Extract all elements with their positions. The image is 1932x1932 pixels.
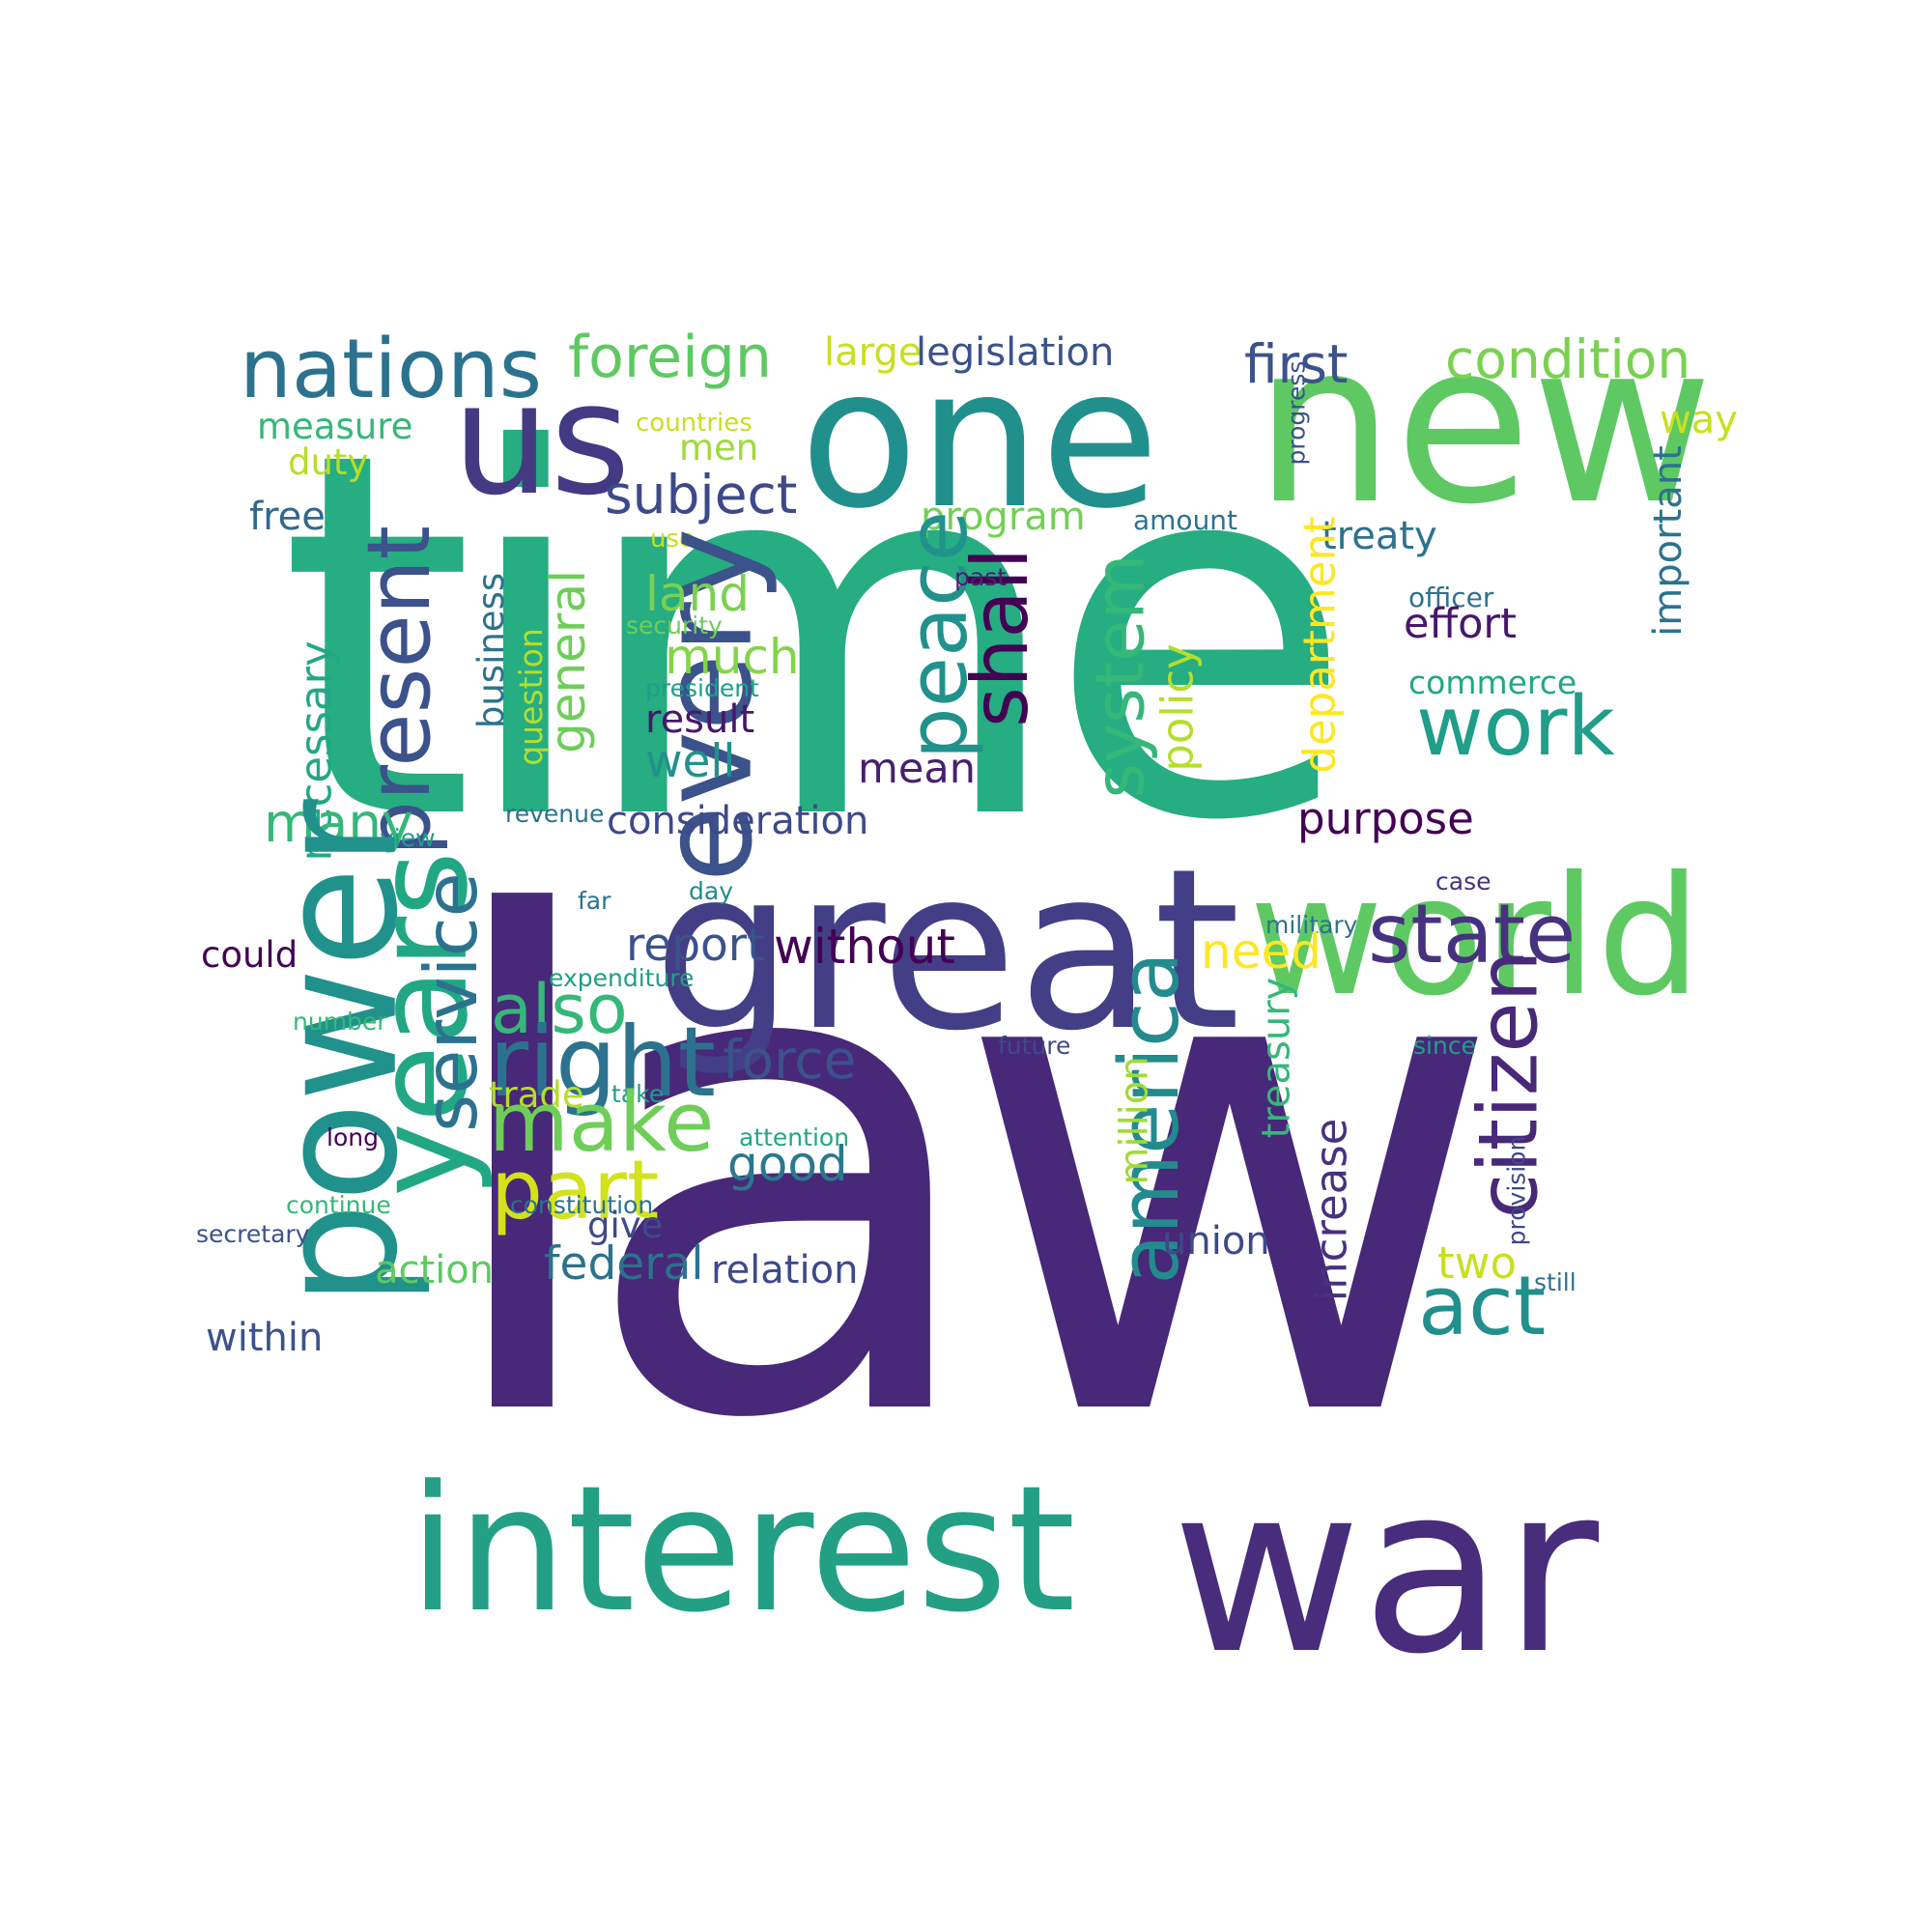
word-free: free	[249, 495, 326, 539]
word-past: past	[954, 563, 1008, 591]
word-amount: amount	[1133, 504, 1238, 536]
word-action: action	[375, 1248, 495, 1293]
word-first: first	[1244, 333, 1349, 395]
word-case: case	[1435, 867, 1492, 895]
word-interest: interest	[409, 1449, 1076, 1651]
word-day: day	[689, 877, 733, 905]
word-take: take	[611, 1080, 665, 1108]
word-condition: condition	[1445, 328, 1691, 390]
word-important: important	[1645, 445, 1690, 637]
word-far: far	[578, 887, 611, 915]
word-constitution: constitution	[510, 1191, 654, 1219]
word-future: future	[998, 1032, 1071, 1060]
word-world: world	[1249, 841, 1702, 1033]
word-commerce: commerce	[1408, 664, 1577, 701]
word-view: view	[380, 824, 436, 852]
word-service: service	[408, 872, 494, 1132]
word-million: million	[1112, 1056, 1157, 1185]
word-secretary: secretary	[196, 1220, 310, 1248]
word-could: could	[201, 934, 298, 976]
word-question: question	[511, 628, 550, 766]
word-large: large	[824, 330, 923, 375]
word-provision: provision	[1502, 1135, 1531, 1246]
word-increase: increase	[1305, 1118, 1357, 1302]
word-long: long	[327, 1123, 379, 1151]
word-force: force	[723, 1029, 857, 1091]
word-expenditure: expenditure	[549, 964, 695, 992]
word-military: military	[1265, 911, 1358, 939]
word-report: report	[626, 919, 765, 972]
word-program: program	[921, 495, 1086, 539]
word-land: land	[645, 566, 750, 622]
word-us: us	[452, 349, 631, 529]
word-countries: countries	[636, 409, 753, 438]
word-union: union	[1162, 1219, 1270, 1264]
word-time: time	[278, 345, 1355, 930]
word-war: war	[1172, 1435, 1600, 1705]
word-within: within	[206, 1316, 324, 1360]
word-make: make	[489, 1075, 715, 1171]
word-give: give	[587, 1205, 664, 1246]
word-treaty: treaty	[1321, 514, 1437, 558]
word-since: since	[1413, 1032, 1476, 1060]
word-right: right	[489, 1006, 716, 1119]
word-nations: nations	[240, 322, 543, 417]
word-system: system	[1080, 554, 1160, 799]
word-many: many	[264, 792, 413, 854]
word-well: well	[645, 735, 736, 788]
word-continue: continue	[286, 1191, 391, 1219]
word-great: great	[653, 822, 1241, 1080]
word-still: still	[1534, 1268, 1577, 1296]
word-legislation: legislation	[916, 330, 1115, 375]
word-federal: federal	[544, 1237, 704, 1291]
word-state: state	[1368, 887, 1577, 982]
word-subject: subject	[605, 464, 798, 526]
word-result: result	[645, 697, 755, 742]
word-law: law	[428, 780, 1506, 1567]
word-two: two	[1437, 1237, 1517, 1289]
word-officer: officer	[1408, 582, 1494, 613]
word-effort: effort	[1404, 600, 1517, 648]
word-act: act	[1418, 1259, 1547, 1354]
word-work: work	[1416, 679, 1615, 775]
word-use: use	[650, 525, 696, 554]
word-purpose: purpose	[1297, 793, 1474, 844]
word-progress: progress	[1282, 360, 1311, 466]
word-good: good	[727, 1136, 848, 1192]
word-general: general	[540, 569, 597, 754]
word-need: need	[1201, 923, 1321, 980]
word-duty: duty	[288, 441, 369, 483]
word-part: part	[491, 1143, 660, 1238]
word-mean: mean	[858, 745, 976, 793]
word-without: without	[774, 919, 955, 975]
word-consideration: consideration	[607, 799, 869, 843]
word-foreign: foreign	[568, 324, 772, 391]
word-way: way	[1660, 398, 1738, 442]
word-department: department	[1293, 516, 1346, 774]
word-relation: relation	[711, 1248, 859, 1293]
word-trade: trade	[489, 1074, 584, 1116]
word-men: men	[679, 427, 759, 469]
word-much: much	[665, 629, 800, 685]
word-cloud: law time great war interest new one us w…	[196, 314, 1747, 1687]
word-number: number	[293, 1008, 387, 1036]
word-one: one	[800, 327, 1160, 552]
word-security: security	[626, 611, 723, 639]
word-president: president	[645, 674, 759, 702]
word-policy: policy	[1151, 643, 1204, 772]
word-attention: attention	[739, 1123, 850, 1151]
word-measure: measure	[257, 406, 413, 447]
word-also: also	[491, 970, 628, 1049]
word-revenue: revenue	[505, 800, 605, 828]
word-new: new	[1254, 296, 1714, 554]
word-business: business	[470, 572, 513, 729]
word-treasury: treasury	[1254, 977, 1299, 1139]
